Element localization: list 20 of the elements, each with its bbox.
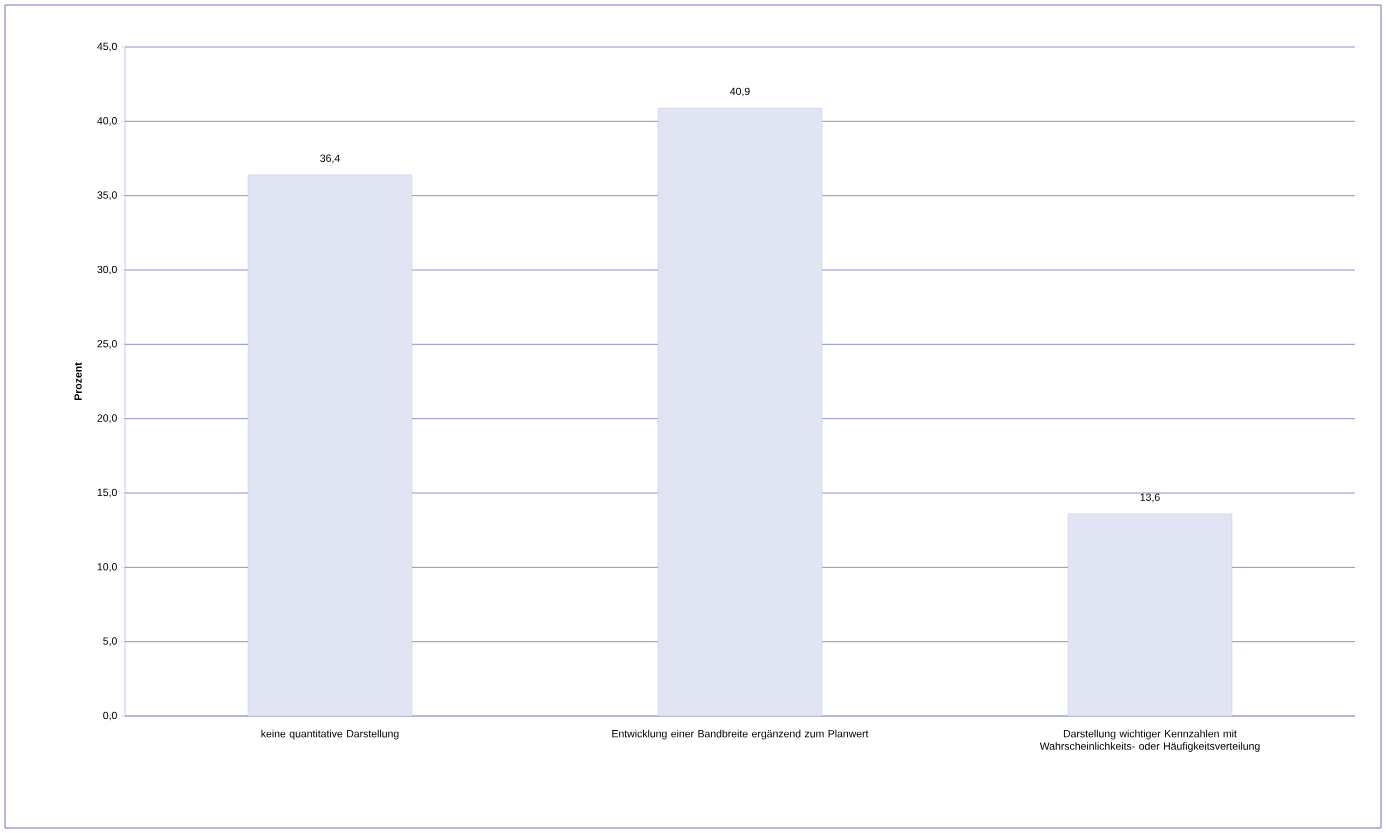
data-label: 13,6 — [1140, 493, 1160, 503]
x-tick-label: Darstellung wichtiger Kennzahlen mit Wahrscheinlichkeits- oder Häufigkeitsverteilung — [1039, 729, 1260, 752]
y-tick-label: 35,0 — [97, 191, 117, 200]
data-label: 40,9 — [730, 87, 750, 97]
data-label: 36,4 — [320, 154, 340, 164]
y-tick-label: 25,0 — [97, 340, 117, 349]
bar — [657, 107, 823, 717]
y-tick-label: 5,0 — [103, 637, 117, 646]
y-tick-label: 40,0 — [97, 117, 117, 126]
y-tick-label: 10,0 — [97, 563, 117, 572]
y-tick-label: 15,0 — [97, 488, 117, 498]
bar — [1067, 513, 1233, 717]
y-tick-label: 0,0 — [103, 711, 117, 721]
y-tick-label: 30,0 — [97, 265, 117, 275]
bar — [247, 174, 413, 717]
y-axis-title: Prozent — [74, 362, 82, 400]
x-tick-label: keine quantitative Darstellung — [261, 729, 399, 740]
y-tick-label: 20,0 — [97, 414, 117, 423]
y-tick-label: 45,0 — [97, 42, 117, 52]
x-tick-label: Entwicklung einer Bandbreite ergänzend zum Planwert — [612, 729, 869, 740]
